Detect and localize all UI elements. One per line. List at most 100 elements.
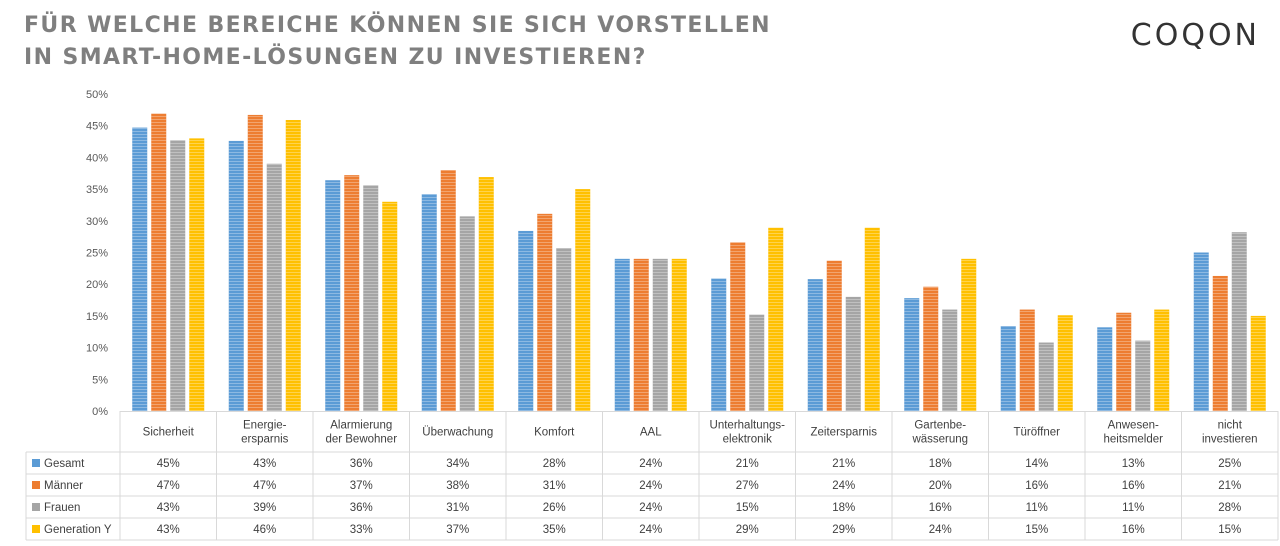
category-label: Türöffner [1014,427,1061,439]
bar-texture [730,242,746,411]
y-tick-label: 20% [86,279,108,291]
data-label: 26% [543,502,566,514]
bar-texture [1231,232,1247,411]
bar-texture [1097,327,1113,411]
y-tick-label: 10% [86,343,108,355]
chart-title: FÜR WELCHE BEREICHE KÖNNEN SIE SICH VORS… [24,10,771,74]
data-label: 37% [350,480,373,492]
category-label: Energie-ersparnis [241,420,289,446]
bar-texture [807,279,823,411]
bar-texture [556,248,572,411]
bar-texture [518,230,534,411]
data-label: 16% [1122,524,1145,536]
data-label: 46% [253,524,276,536]
data-label: 21% [1218,480,1241,492]
data-label: 24% [929,524,952,536]
bar-texture [845,296,861,411]
data-label: 16% [1122,480,1145,492]
data-label: 38% [446,480,469,492]
legend-swatch [32,525,40,533]
y-tick-label: 45% [86,121,108,133]
bar-texture [1154,309,1170,411]
legend-swatch [32,459,40,467]
bar-texture [170,140,186,412]
data-label: 15% [1218,524,1241,536]
y-tick-label: 50% [86,89,108,101]
data-label: 15% [1025,524,1048,536]
data-label: 45% [157,458,180,470]
data-label: 43% [157,502,180,514]
data-label: 14% [1025,458,1048,470]
bar-texture [904,298,920,411]
bar-texture [961,258,977,411]
legend-label: Gesamt [44,458,85,470]
bar-texture [537,213,553,411]
data-label: 36% [350,458,373,470]
data-label: 36% [350,502,373,514]
y-tick-label: 5% [92,374,108,386]
bar-texture [1116,312,1132,411]
category-label: Überwachung [422,427,493,439]
bar-texture [1038,342,1054,411]
bar-texture [614,258,630,411]
data-label: 21% [736,458,759,470]
bar-texture [711,278,727,411]
bar-texture [325,180,341,411]
category-label: Gartenbe-wässerung [911,420,968,446]
legend-label: Generation Y [44,524,112,536]
data-label: 35% [543,524,566,536]
chart-title-line-1: FÜR WELCHE BEREICHE KÖNNEN SIE SICH VORS… [24,13,771,38]
data-label: 24% [832,480,855,492]
bar-texture [1250,315,1266,411]
bar-texture [440,170,456,411]
y-tick-label: 35% [86,184,108,196]
data-label: 24% [639,480,662,492]
data-label: 29% [832,524,855,536]
bar-texture [132,127,148,412]
bar-texture [1057,315,1073,411]
data-label: 43% [157,524,180,536]
bar-texture [1212,275,1228,411]
data-label: 47% [253,480,276,492]
bar-texture [478,177,494,411]
data-table: Sicherheit Energie-ersparnis Alarmierung de… [25,411,1279,541]
data-label: 13% [1122,458,1145,470]
bar-texture [864,227,880,411]
data-label: 24% [639,502,662,514]
data-label: 47% [157,480,180,492]
data-label: 31% [543,480,566,492]
data-label: 15% [736,502,759,514]
bar-texture [652,258,668,411]
y-tick-label: 30% [86,216,108,228]
data-label: 34% [446,458,469,470]
category-label: Zeitersparnis [811,427,878,439]
bar-texture [459,216,475,411]
category-label: Komfort [534,427,575,439]
data-label: 27% [736,480,759,492]
bar-texture [1135,340,1151,411]
data-label: 43% [253,458,276,470]
bar-texture [923,286,939,411]
bar-texture [768,227,784,411]
legend-swatch [32,481,40,489]
y-tick-label: 15% [86,311,108,323]
brand-logo: COQON [1130,18,1260,53]
data-label: 28% [543,458,566,470]
bar-texture [575,189,591,411]
data-label: 28% [1218,502,1241,514]
category-label: Alarmierung der Bewohner [325,420,397,446]
bar-texture [942,309,958,411]
bar-texture [228,140,244,411]
data-label: 31% [446,502,469,514]
category-label: nicht investieren [1202,420,1258,446]
legend-label: Frauen [44,502,80,514]
data-label: 16% [929,502,952,514]
bar-texture [421,194,437,411]
bar-texture [151,113,167,412]
data-label: 37% [446,524,469,536]
bar-texture [633,258,649,411]
category-label: Anwesen-heitsmelder [1104,420,1164,446]
data-label: 33% [350,524,373,536]
bar-texture [671,258,687,411]
